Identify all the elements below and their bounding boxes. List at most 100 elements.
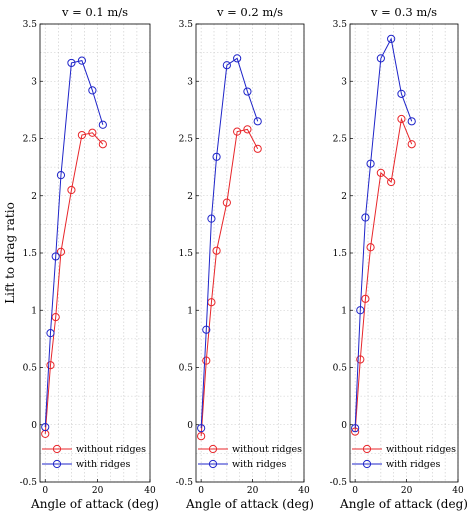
data-point [77,130,87,140]
x-tick-label: 0 [198,486,204,496]
y-tick-label: 2 [341,192,347,202]
legend-marker [52,459,62,469]
data-point [376,168,385,177]
legend-marker [52,444,62,454]
y-tick-label: 2.5 [23,135,38,145]
data-point [397,114,406,124]
data-point [233,54,242,63]
y-axis-label: Lift to drag ratio [3,202,17,304]
series-line [44,132,104,434]
y-tick-label: 3 [187,77,193,87]
data-point [77,56,87,65]
y-tick-label: -0.5 [20,478,38,488]
y-tick-label: 0.5 [23,364,38,374]
data-point [98,120,107,129]
y-tick-label: 3 [341,77,347,87]
data-point [46,361,55,370]
data-point [202,325,211,334]
data-point [222,61,231,70]
data-point [98,140,107,149]
y-tick-label: -0.5 [176,478,194,488]
data-point [56,171,66,180]
legend-label: without ridges [386,444,456,455]
chart-panel-1: -0.5 0 0.5 1 1.5 2 2.5 3 3.5 0 20 40 v = 0.1 m/s Angl… [3,5,159,511]
data-point [356,355,365,364]
legend-entry: with ridges [198,459,286,470]
data-point [397,89,406,98]
y-tick-label: -0.5 [330,478,348,488]
data-point [233,127,242,136]
series-without-ridges [197,125,262,441]
legend-entry: without ridges [42,444,146,455]
y-tick-label: 0.5 [333,364,348,374]
legend-marker [362,459,372,469]
data-point [387,34,396,43]
legend-marker [362,444,372,454]
legend-label: without ridges [232,444,302,455]
y-tick-label: 0 [187,421,193,431]
data-point [356,306,365,315]
y-tick-label: 1.5 [23,249,38,259]
data-point [88,128,97,137]
series-line [354,117,413,432]
data-point [366,159,375,168]
series-line [354,37,413,429]
legend-label: with ridges [232,459,286,470]
data-point [56,247,66,256]
data-point [361,294,370,303]
x-axis-label: Angle of attack (deg) [185,497,314,511]
legend-entry: with ridges [42,459,130,470]
data-point [387,177,396,187]
y-tick-label: 0.5 [179,364,194,374]
y-tick-label: 3.5 [23,20,38,30]
data-point [51,313,60,322]
y-tick-label: 0 [341,421,347,431]
data-point [243,87,252,96]
data-point [253,117,262,126]
data-point [88,86,97,95]
legend-entry: without ridges [198,444,302,455]
chart-panel-2: -0.5 0 0.5 1 1.5 2 2.5 3 3.5 0 20 40 v = 0.2 m/s Angl… [176,5,314,511]
series-with-ridges [41,56,107,432]
data-point [407,140,416,149]
data-point [202,356,211,365]
x-tick-label: 20 [401,486,413,496]
y-tick-label: 1 [341,306,347,316]
legend-label: with ridges [386,459,440,470]
series-with-ridges [197,54,262,433]
y-tick-label: 1 [31,306,37,316]
legend-entry: with ridges [352,459,440,470]
series-line [44,60,104,428]
data-point [51,252,60,261]
y-tick-label: 2 [187,192,193,202]
data-point [197,432,206,441]
y-tick-label: 3 [31,77,37,87]
data-point [46,329,55,338]
series-with-ridges [351,34,416,433]
chart-title: v = 0.3 m/s [370,5,437,19]
y-tick-label: 2 [31,192,37,202]
data-point [361,213,370,222]
data-point [376,54,385,63]
data-point [41,422,50,432]
y-tick-label: 3.5 [179,20,194,30]
data-point [366,243,375,252]
x-tick-label: 20 [247,486,259,496]
y-tick-label: 2.5 [179,135,194,145]
data-point [351,424,360,433]
x-tick-label: 40 [144,486,156,496]
x-tick-label: 40 [298,486,310,496]
legend-marker [208,459,218,469]
x-tick-label: 40 [452,486,464,496]
data-point [222,198,231,207]
legend-entry: without ridges [352,444,456,455]
data-point [253,144,262,153]
data-point [67,185,76,195]
data-point [207,214,216,223]
x-axis-label: Angle of attack (deg) [339,497,468,511]
data-point [67,58,76,68]
legend-label: with ridges [76,459,130,470]
chart-panel-3: -0.5 0 0.5 1 1.5 2 2.5 3 3.5 0 20 40 v = 0.3 m/s Angl… [330,5,468,511]
data-point [197,424,206,433]
